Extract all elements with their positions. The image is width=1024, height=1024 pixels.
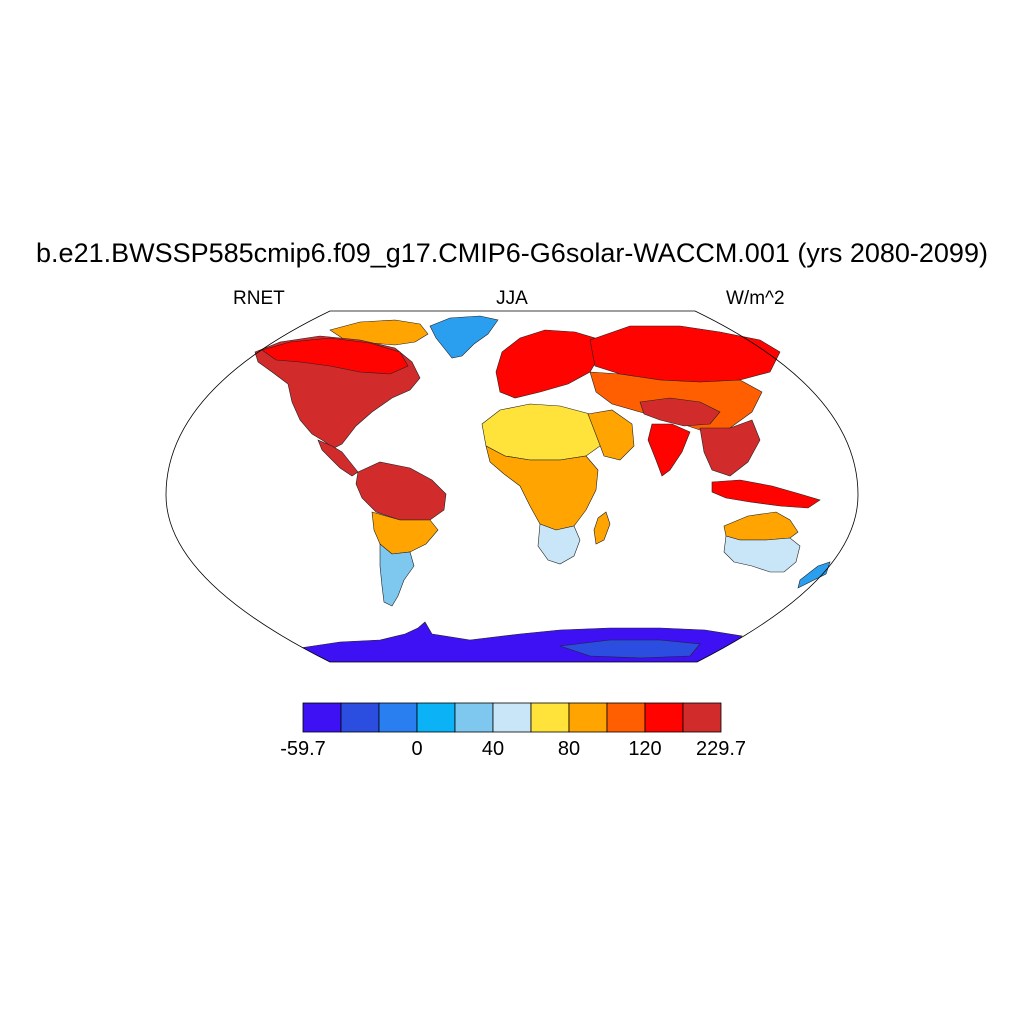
- antarctica-east: [559, 639, 701, 659]
- units-label: W/m^2: [726, 288, 785, 309]
- colorbar-box-8: [606, 702, 646, 733]
- season-label: JJA: [496, 288, 528, 309]
- map-boundary: [165, 310, 859, 663]
- central-america: [317, 439, 359, 477]
- colorbar-box-10: [682, 702, 722, 733]
- colorbar-box-4: [454, 702, 494, 733]
- south-america-south: [379, 543, 415, 607]
- colorbar-label: 40: [481, 738, 505, 760]
- south-america-north: [355, 461, 447, 521]
- south-america-mid: [371, 511, 439, 555]
- australia-north: [723, 511, 799, 541]
- colorbar-box-5: [492, 702, 532, 733]
- colorbar-box-6: [530, 702, 570, 733]
- indonesia: [711, 479, 821, 509]
- new-zealand: [797, 561, 831, 589]
- plot-title: b.e21.BWSSP585cmip6.f09_g17.CMIP6-G6sola…: [36, 238, 988, 268]
- north-america-boreal: [261, 337, 409, 375]
- africa-central: [485, 445, 599, 531]
- colorbar-box-1: [340, 702, 380, 733]
- colorbar-label: -59.7: [280, 738, 326, 760]
- colorbar: [302, 702, 722, 733]
- colorbar-box-0: [302, 702, 342, 733]
- colorbar-box-3: [416, 702, 456, 733]
- madagascar: [593, 511, 611, 545]
- colorbar-box-7: [568, 702, 608, 733]
- southeast-asia: [699, 419, 761, 477]
- colorbar-label: 120: [628, 738, 662, 760]
- colorbar-label: 80: [557, 738, 581, 760]
- india: [647, 423, 691, 477]
- colorbar-box-9: [644, 702, 684, 733]
- colorbar-label: 229.7: [695, 738, 747, 760]
- arabia: [587, 409, 635, 461]
- greenland: [429, 315, 499, 359]
- sahara: [481, 403, 605, 461]
- colorbar-label: 0: [411, 738, 423, 760]
- europe: [495, 329, 601, 399]
- colorbar-box-2: [378, 702, 418, 733]
- australia-south: [723, 535, 801, 573]
- tibet: [639, 397, 721, 427]
- variable-label: RNET: [233, 288, 285, 309]
- africa-south: [537, 523, 581, 565]
